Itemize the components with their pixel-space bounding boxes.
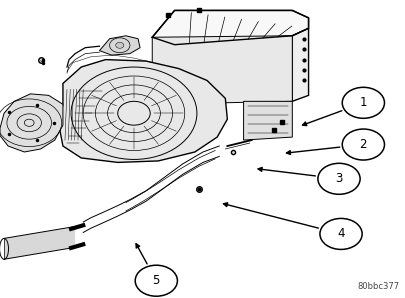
Polygon shape (292, 28, 308, 101)
Polygon shape (4, 226, 75, 259)
Text: 5: 5 (152, 274, 160, 287)
Polygon shape (0, 94, 63, 152)
Circle shape (317, 163, 359, 194)
Polygon shape (99, 36, 140, 55)
Polygon shape (152, 10, 308, 45)
Polygon shape (243, 101, 292, 140)
Text: 3: 3 (335, 172, 342, 185)
Circle shape (319, 218, 361, 249)
Text: 2: 2 (359, 138, 366, 151)
Circle shape (115, 42, 124, 48)
Text: 4: 4 (337, 227, 344, 240)
Polygon shape (152, 36, 292, 104)
Polygon shape (59, 60, 227, 162)
Text: 80bbc377: 80bbc377 (357, 282, 399, 291)
Circle shape (341, 129, 384, 160)
Text: 1: 1 (359, 96, 366, 109)
Circle shape (135, 265, 177, 296)
Circle shape (341, 87, 384, 118)
